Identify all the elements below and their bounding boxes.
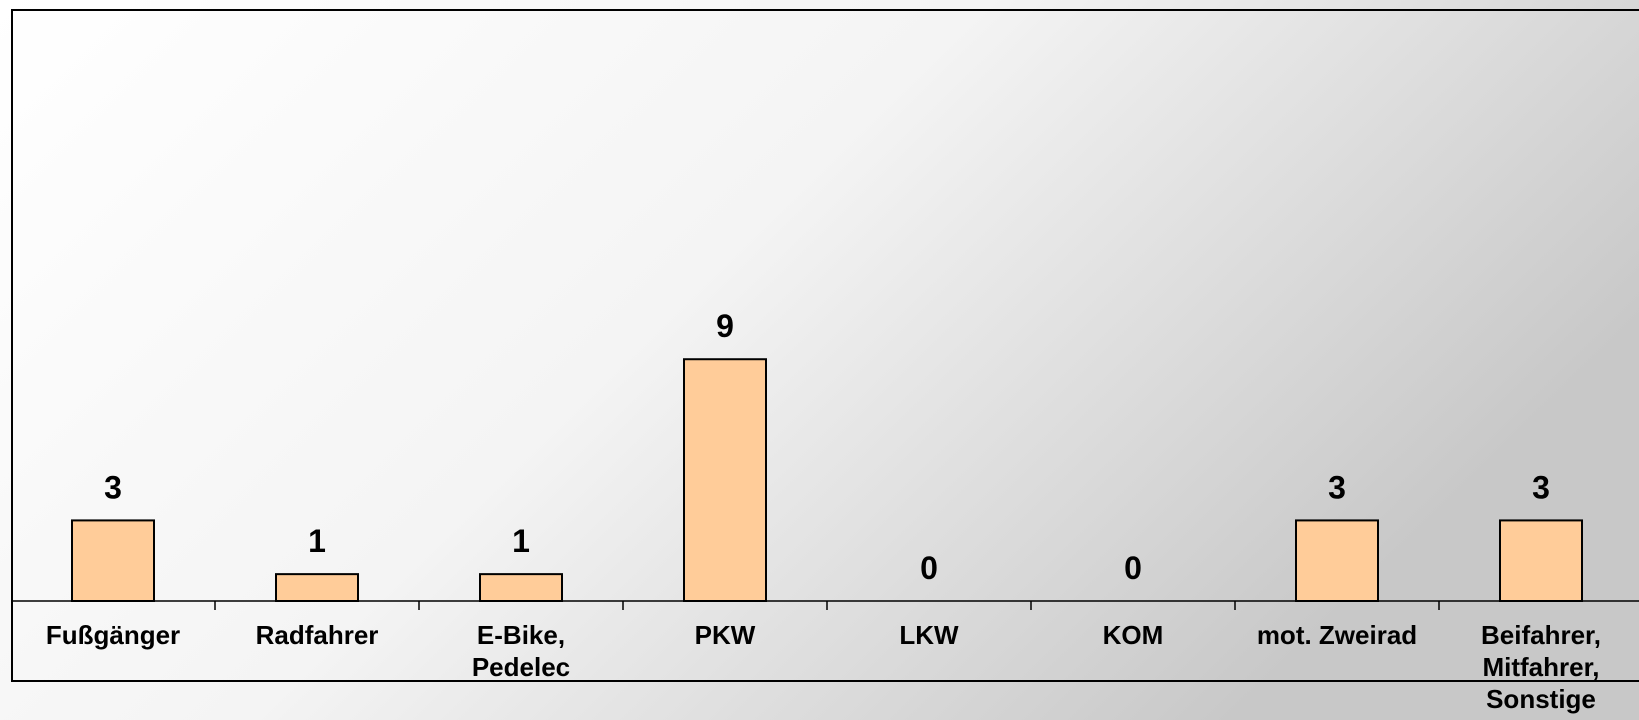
x-axis-ticks [214, 601, 1440, 610]
value-label-fussgaenger: 3 [104, 469, 122, 505]
value-label-pkw: 9 [716, 308, 734, 344]
value-label-beifahrer-mitfahrer-sonstige: 3 [1532, 469, 1550, 505]
value-label-lkw: 0 [920, 550, 938, 586]
value-label-kom: 0 [1124, 550, 1142, 586]
bar-pkw [683, 358, 767, 602]
category-label-beifahrer-mitfahrer-sonstige: Beifahrer, Mitfahrer, Sonstige [1481, 620, 1601, 714]
category-label-radfahrer: Radfahrer [256, 620, 379, 650]
category-label-fussgaenger: Fußgänger [46, 620, 180, 650]
value-label-mot-zweirad: 3 [1328, 469, 1346, 505]
category-label-kom: KOM [1103, 620, 1164, 650]
bars-group [71, 358, 1583, 603]
value-label-e-bike-pedelec: 1 [512, 523, 530, 559]
category-label-e-bike-pedelec: E-Bike, Pedelec [472, 620, 570, 682]
value-label-radfahrer: 1 [308, 523, 326, 559]
bar-radfahrer [275, 573, 359, 602]
bar-fussgaenger [71, 519, 155, 603]
category-label-lkw: LKW [899, 620, 959, 650]
bar-e-bike-pedelec [479, 573, 563, 602]
plot-frame [11, 9, 1639, 682]
bar-beifahrer-mitfahrer-sonstige [1499, 519, 1583, 603]
category-label-pkw: PKW [695, 620, 756, 650]
category-labels-group: Fußgänger Radfahrer E-Bike, Pedelec PKW LKW KO… [46, 620, 1601, 714]
bar-mot-zweirad [1295, 519, 1379, 603]
value-labels-group: 3 1 1 9 0 0 3 3 [104, 308, 1550, 586]
category-label-mot-zweirad: mot. Zweirad [1257, 620, 1417, 650]
